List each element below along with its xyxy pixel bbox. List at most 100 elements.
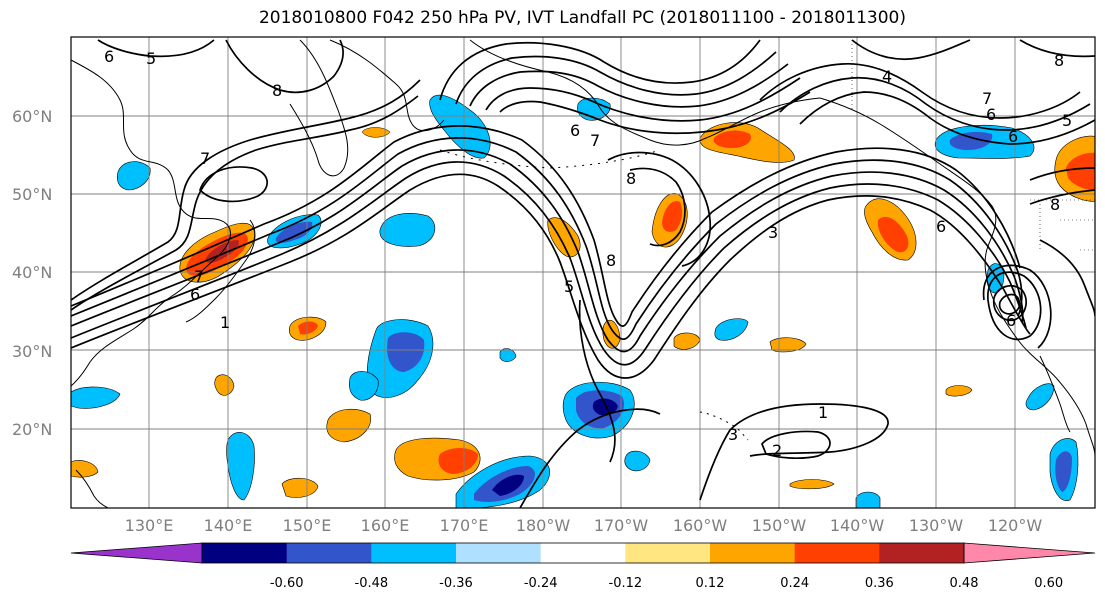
contour-label: 6 (104, 47, 114, 66)
contour-label: 8 (272, 81, 282, 100)
contour-ridge-1 (607, 151, 712, 267)
shade-mid-cold-2 (386, 332, 425, 372)
contour-label: 8 (606, 251, 616, 270)
colorbar-tick-label: -0.60 (270, 576, 304, 591)
colorbar-tick-label: 0.48 (950, 576, 979, 591)
contour-sub-4 (761, 430, 831, 460)
colorbar-tick-label: 0.12 (696, 576, 725, 591)
shade-west-coast-red (1066, 152, 1095, 191)
shade-mid-warm-6 (214, 374, 235, 396)
lat-tick-label: 20°N (12, 420, 52, 439)
contour-ridge-3 (759, 63, 1081, 119)
contour-label: 7 (194, 267, 204, 286)
colorbar-frame (201, 542, 965, 564)
shade-mid-red-1 (298, 321, 318, 335)
contour-ridge-4 (779, 76, 1091, 131)
contour-low-2 (998, 293, 1021, 315)
colorbar-segment (540, 543, 626, 563)
lon-tick-label: 180°W (516, 516, 571, 535)
lon-tick-label: 170°E (440, 516, 489, 535)
shade-sub-warm-3 (281, 477, 319, 498)
contour-n-5 (499, 91, 811, 135)
lon-axis: 130°E 140°E 150°E 160°E 170°E 180°W 170°… (125, 516, 1043, 535)
graticule (71, 37, 1095, 508)
shade-kuril-cold2 (275, 221, 313, 243)
map-frame (70, 36, 1096, 509)
contour-sub-2 (578, 299, 616, 463)
map-title: 2018010800 F042 250 hPa PV, IVT Landfall… (258, 8, 906, 28)
lat-tick-label: 50°N (12, 185, 52, 204)
lat-axis: 60°N 50°N 40°N 30°N 20°N (12, 107, 52, 439)
shade-145w-red (877, 216, 909, 253)
colorbar-segment (70, 542, 203, 564)
colorbar-tick-label: -0.24 (524, 576, 558, 591)
coast-japan (185, 219, 256, 323)
shade-mid-cold-3 (349, 371, 379, 401)
shade-alaska-red (713, 130, 751, 148)
contour-low-4 (982, 264, 1052, 349)
coast-borders-na (851, 40, 1095, 251)
contour-jet-5 (71, 125, 1021, 327)
contour-jet-1 (71, 173, 1031, 379)
colorbar-segment (963, 542, 1096, 564)
contour-jet-2 (71, 161, 1027, 366)
contour-ridge-5 (799, 91, 1095, 145)
lon-tick-label: 150°E (283, 516, 332, 535)
contour-label: 4 (882, 67, 892, 86)
contour-nw-2 (71, 79, 421, 301)
contour-label-layer: 6 5 8 7 6 7 8 4 7 6 6 8 5 7 6 1 8 5 1 2 … (104, 47, 1072, 460)
shade-mid-cold-6 (1025, 383, 1055, 411)
contour-nw-5 (225, 39, 344, 94)
colorbar: -0.60 -0.48 -0.36 -0.24 -0.12 0.12 0.24 0.36 0.4… (70, 542, 1096, 591)
shade-mid-cold-5 (714, 318, 749, 341)
contour-jet-3 (71, 149, 1024, 353)
contour-ridge-7 (1019, 39, 1095, 58)
lat-tick-label: 60°N (12, 107, 52, 126)
lon-tick-label: 120°W (988, 516, 1043, 535)
shade-mid-cold-4 (499, 348, 517, 362)
contour-label: 6 (570, 121, 580, 140)
coast-aleutians (439, 149, 661, 169)
contour-east-1 (1039, 239, 1095, 317)
contour-label: 3 (768, 223, 778, 242)
shade-sub-warm-5 (789, 479, 835, 490)
contour-label: 8 (626, 169, 636, 188)
lon-tick-label: 170°W (594, 516, 649, 535)
contour-east-2 (1029, 167, 1095, 181)
shade-sub-cold-10 (1055, 451, 1072, 492)
shade-155w-red (662, 201, 683, 232)
shade-okhotsk (117, 161, 151, 191)
shade-sub-warm-4 (71, 460, 99, 478)
lat-tick-label: 40°N (12, 263, 52, 282)
contour-sub-5 (699, 429, 731, 501)
colorbar-tick-label: 0.36 (865, 576, 894, 591)
contour-label: 7 (982, 89, 992, 108)
contour-label: 1 (220, 313, 230, 332)
contour-label: 7 (590, 131, 600, 150)
colorbar-tick-label: -0.12 (609, 576, 643, 591)
contour-label: 8 (1050, 195, 1060, 214)
contour-label: 6 (1008, 127, 1018, 146)
contour-ridge-6 (851, 39, 971, 61)
colorbar-tick-label: -0.48 (355, 576, 389, 591)
contour-label: 1 (818, 403, 828, 422)
colorbar-labels: -0.60 -0.48 -0.36 -0.24 -0.12 0.12 0.24 0.36 0.4… (270, 576, 1063, 591)
contour-east-3 (1029, 189, 1095, 205)
contour-n-2 (455, 51, 777, 105)
coast-asia (71, 59, 231, 387)
contour-label: 3 (728, 425, 738, 444)
lon-tick-label: 130°W (909, 516, 964, 535)
shade-sub-warm-1 (326, 408, 372, 443)
contour-label: 8 (1054, 51, 1064, 70)
lon-tick-label: 160°W (673, 516, 728, 535)
contour-low-1 (992, 285, 1027, 322)
contour-label: 5 (1062, 111, 1072, 130)
shade-sub-cold-4 (226, 432, 255, 501)
coast-na-west (984, 245, 1095, 457)
contour-sub-3 (729, 403, 889, 457)
shade-small-warm-1 (361, 127, 391, 138)
coast-baja (1039, 355, 1071, 433)
colorbar-tick-label: -0.36 (439, 576, 473, 591)
colorbar-segment (710, 543, 796, 563)
shade-sub-cold-7 (492, 474, 524, 496)
